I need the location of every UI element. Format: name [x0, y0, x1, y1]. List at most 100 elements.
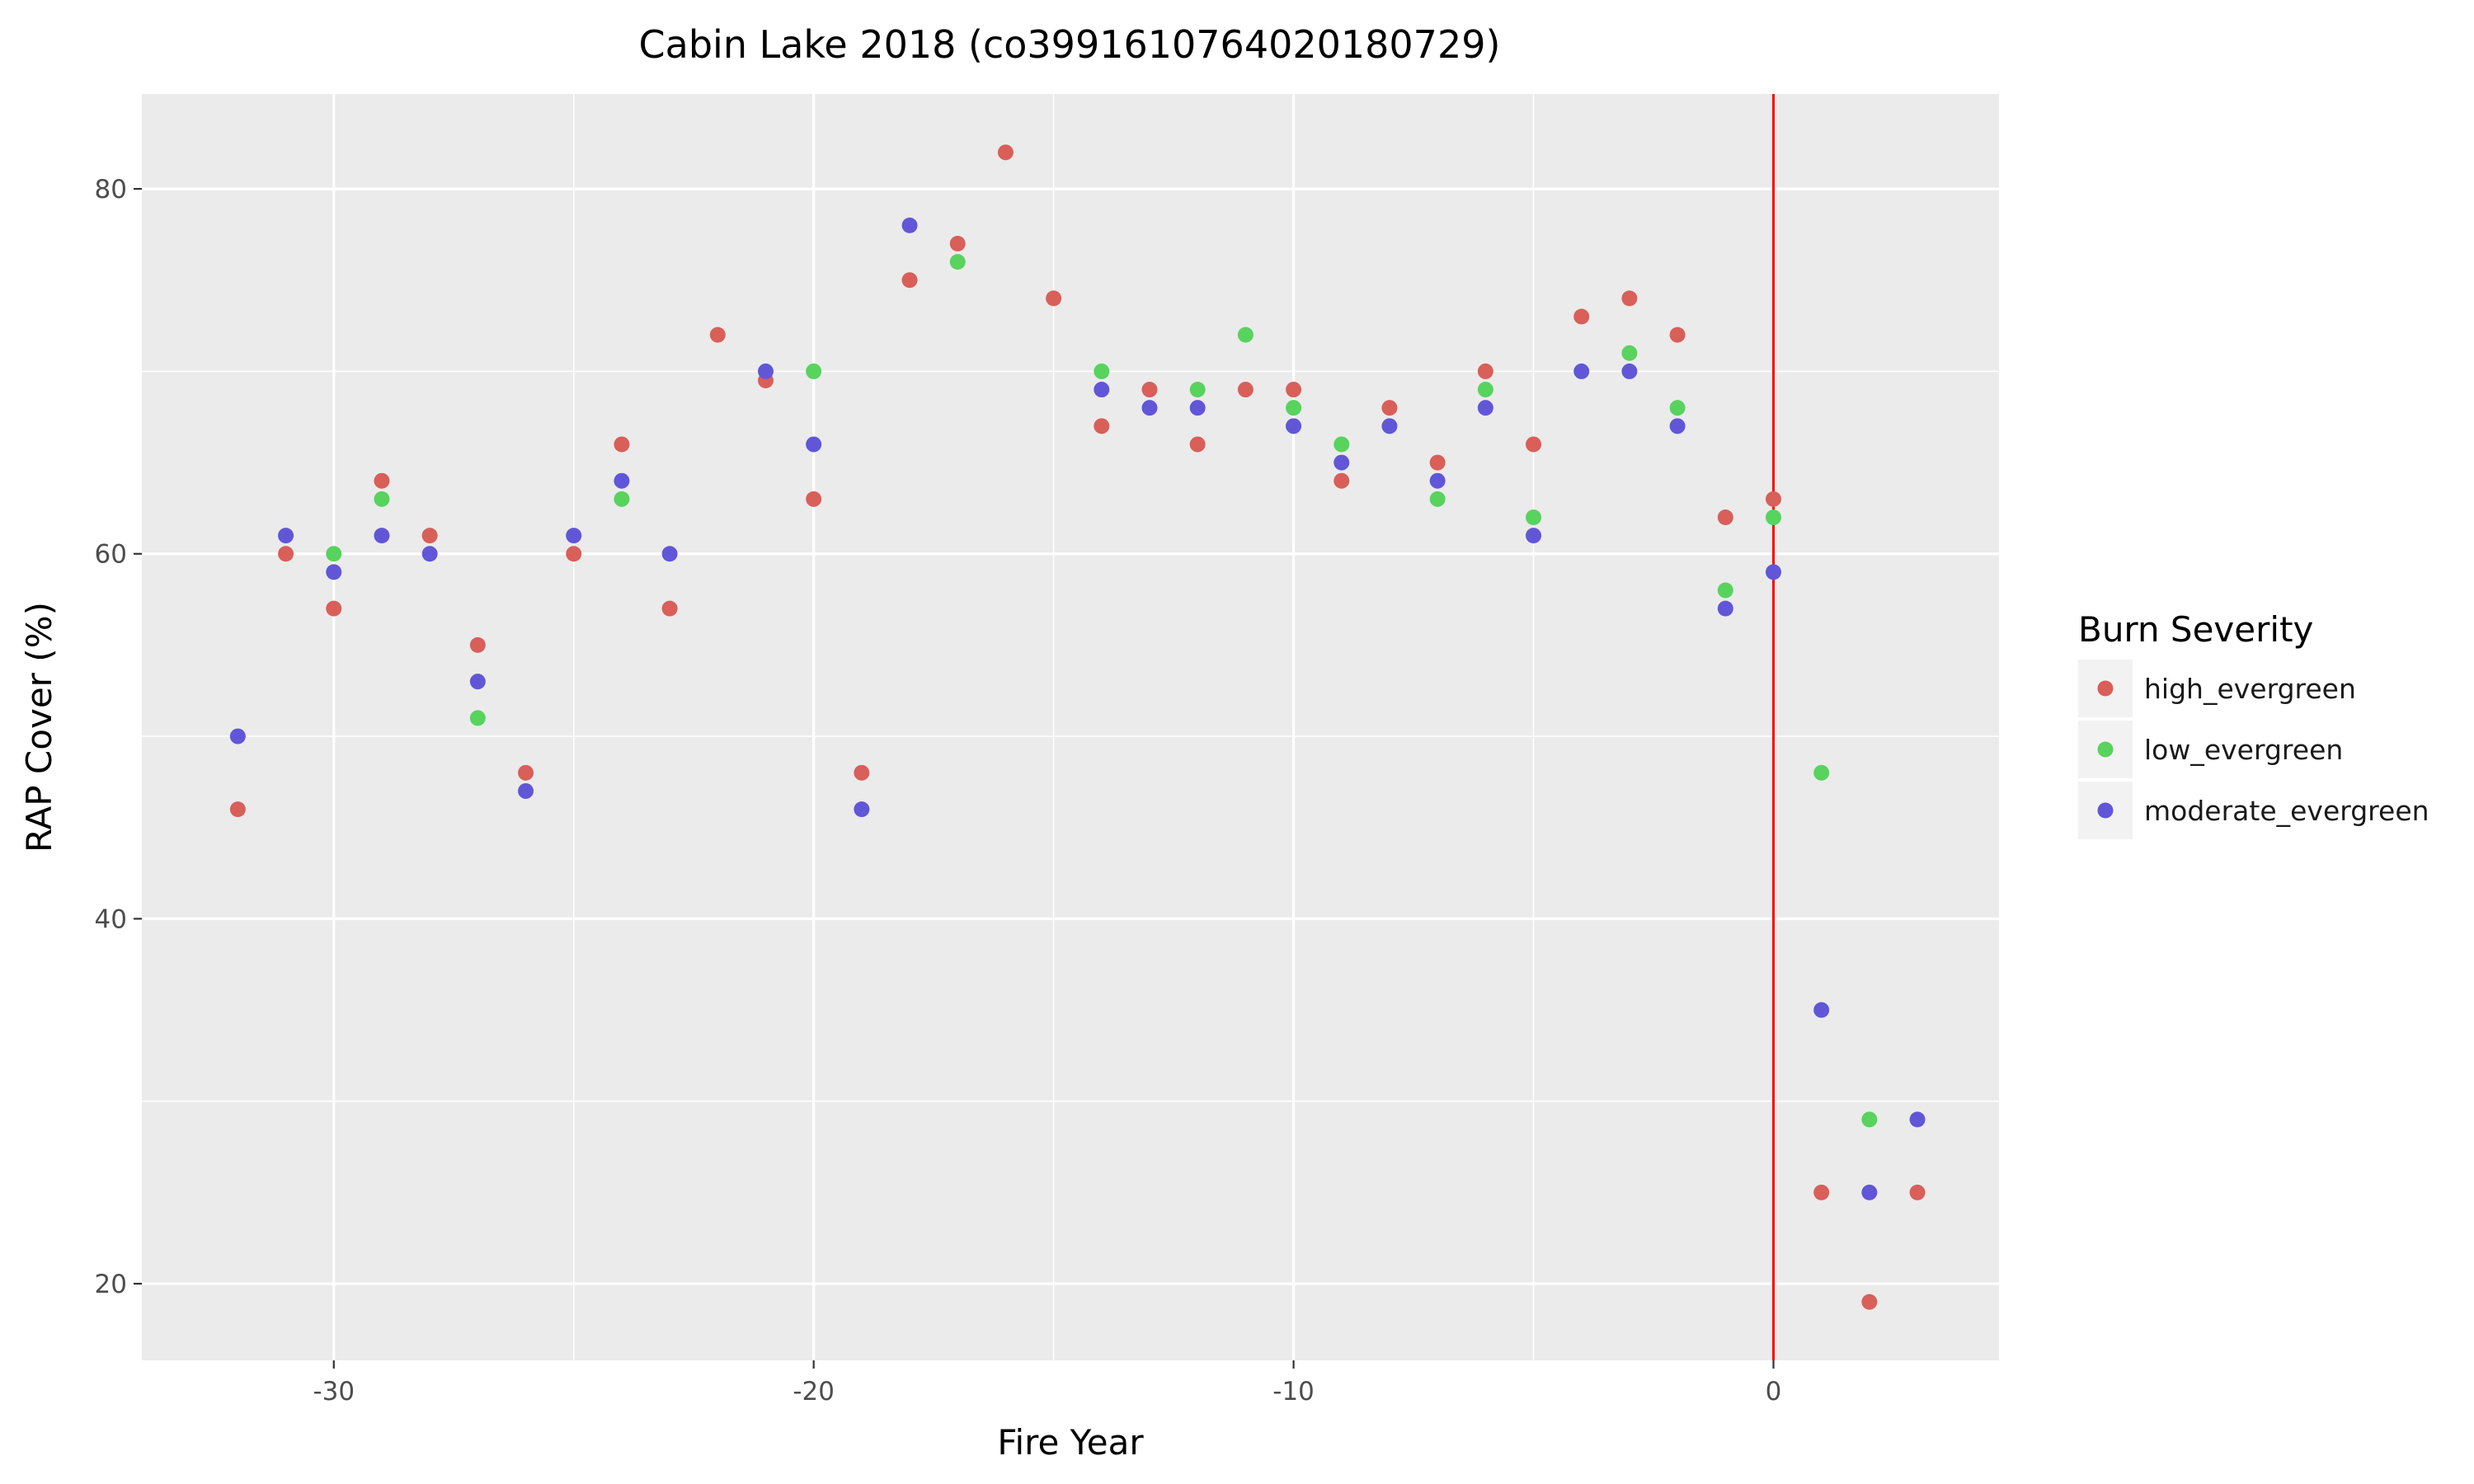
point-moderate_evergreen	[229, 728, 246, 744]
point-high_evergreen	[566, 546, 582, 562]
point-low_evergreen	[1477, 382, 1493, 398]
point-high_evergreen	[518, 764, 534, 781]
point-high_evergreen	[1621, 290, 1638, 307]
point-moderate_evergreen	[469, 674, 486, 690]
y-tick-label: 80	[95, 175, 127, 204]
point-high_evergreen	[1813, 1184, 1830, 1200]
point-high_evergreen	[1046, 290, 1062, 307]
point-moderate_evergreen	[1333, 454, 1350, 471]
point-low_evergreen	[1813, 764, 1830, 781]
point-moderate_evergreen	[1813, 1002, 1830, 1018]
point-moderate_evergreen	[1094, 382, 1110, 398]
point-high_evergreen	[278, 546, 294, 562]
x-axis-title: Fire Year	[997, 1422, 1144, 1463]
legend-swatch-high_evergreen	[2097, 680, 2114, 697]
point-moderate_evergreen	[421, 546, 438, 562]
point-low_evergreen	[806, 363, 822, 379]
point-low_evergreen	[1094, 363, 1110, 379]
point-high_evergreen	[1669, 326, 1686, 343]
point-low_evergreen	[1717, 582, 1733, 599]
point-low_evergreen	[1669, 400, 1686, 416]
point-high_evergreen	[1573, 308, 1590, 325]
point-low_evergreen	[1429, 491, 1446, 507]
point-high_evergreen	[1286, 382, 1302, 398]
point-moderate_evergreen	[661, 546, 678, 562]
point-low_evergreen	[1526, 509, 1542, 525]
legend: Burn Severity high_evergreen low_evergree…	[2078, 609, 2429, 839]
point-low_evergreen	[1237, 326, 1253, 343]
point-high_evergreen	[1237, 382, 1253, 398]
point-high_evergreen	[1526, 436, 1542, 453]
point-low_evergreen	[374, 491, 390, 507]
legend-label-high_evergreen: high_evergreen	[2144, 673, 2356, 705]
legend-title: Burn Severity	[2078, 609, 2313, 650]
point-low_evergreen	[949, 254, 966, 270]
chart-title: Cabin Lake 2018 (co39916107640201807​29)	[639, 22, 1501, 67]
point-moderate_evergreen	[1573, 363, 1590, 379]
point-high_evergreen	[374, 472, 390, 489]
point-high_evergreen	[806, 491, 822, 507]
point-moderate_evergreen	[1861, 1184, 1878, 1200]
x-tick-label: -10	[1272, 1377, 1315, 1407]
point-moderate_evergreen	[278, 528, 294, 544]
point-moderate_evergreen	[901, 217, 918, 233]
point-moderate_evergreen	[374, 528, 390, 544]
legend-label-low_evergreen: low_evergreen	[2144, 734, 2343, 766]
point-low_evergreen	[1333, 436, 1350, 453]
legend-swatch-low_evergreen	[2097, 741, 2114, 758]
point-moderate_evergreen	[806, 436, 822, 453]
y-axis-title: RAP Cover (%)	[19, 602, 59, 852]
point-high_evergreen	[949, 235, 966, 251]
y-tick-label: 60	[95, 540, 127, 570]
point-high_evergreen	[1094, 418, 1110, 434]
point-high_evergreen	[1909, 1184, 1926, 1200]
point-low_evergreen	[614, 491, 630, 507]
point-high_evergreen	[1717, 509, 1733, 525]
plot-panel	[142, 94, 1999, 1360]
point-moderate_evergreen	[1141, 400, 1158, 416]
point-high_evergreen	[661, 600, 678, 617]
x-axis-ticks: -30 -20 -10 0	[313, 1360, 1781, 1407]
point-high_evergreen	[1333, 472, 1350, 489]
point-high_evergreen	[421, 528, 438, 544]
point-moderate_evergreen	[1909, 1111, 1926, 1128]
point-moderate_evergreen	[1286, 418, 1302, 434]
point-moderate_evergreen	[1621, 363, 1638, 379]
point-high_evergreen	[1429, 454, 1446, 471]
point-high_evergreen	[1861, 1294, 1878, 1310]
x-tick-label: -30	[313, 1377, 355, 1407]
point-moderate_evergreen	[614, 472, 630, 489]
point-high_evergreen	[1477, 363, 1493, 379]
point-low_evergreen	[326, 546, 342, 562]
point-moderate_evergreen	[1526, 528, 1542, 544]
point-high_evergreen	[469, 636, 486, 653]
point-high_evergreen	[1381, 400, 1398, 416]
point-low_evergreen	[1189, 382, 1206, 398]
y-axis-ticks: 20 40 60 80	[95, 175, 142, 1299]
point-moderate_evergreen	[1766, 564, 1782, 580]
legend-label-moderate_evergreen: moderate_evergreen	[2144, 795, 2429, 827]
point-low_evergreen	[1621, 345, 1638, 361]
point-moderate_evergreen	[326, 564, 342, 580]
legend-swatch-moderate_evergreen	[2097, 802, 2114, 819]
legend-items: high_evergreen low_evergreen moderate_ever…	[2078, 660, 2429, 839]
point-moderate_evergreen	[1669, 418, 1686, 434]
point-high_evergreen	[1189, 436, 1206, 453]
point-high_evergreen	[1766, 491, 1782, 507]
point-moderate_evergreen	[1381, 418, 1398, 434]
x-tick-label: 0	[1766, 1377, 1782, 1407]
point-high_evergreen	[901, 272, 918, 289]
data-points	[229, 144, 1926, 1310]
point-high_evergreen	[614, 436, 630, 453]
x-tick-label: -20	[793, 1377, 835, 1407]
point-low_evergreen	[1286, 400, 1302, 416]
point-high_evergreen	[854, 764, 870, 781]
point-high_evergreen	[1141, 382, 1158, 398]
y-tick-label: 40	[95, 904, 127, 934]
point-low_evergreen	[1766, 509, 1782, 525]
point-moderate_evergreen	[566, 528, 582, 544]
point-high_evergreen	[229, 801, 246, 818]
point-low_evergreen	[469, 710, 486, 726]
point-high_evergreen	[326, 600, 342, 617]
